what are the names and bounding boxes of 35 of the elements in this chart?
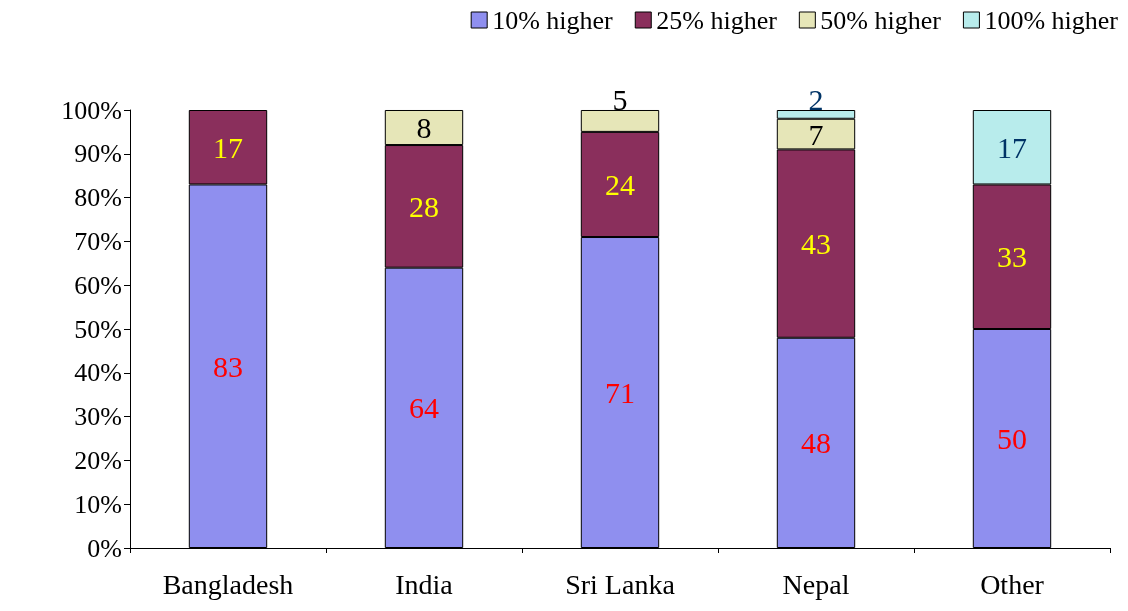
data-label: 7 [808,117,824,151]
data-label: 17 [213,130,243,164]
legend-label: 25% higher [656,5,778,35]
y-tick-label: 10% [74,489,122,519]
data-label: 33 [997,240,1027,274]
data-label: 28 [409,189,439,223]
data-label: 64 [409,391,439,425]
legend-label: 10% higher [492,5,614,35]
x-tick-label: Bangladesh [162,568,294,600]
data-label: 50 [997,422,1027,455]
data-label: 48 [801,426,831,460]
data-label: 2 [808,82,824,116]
y-tick-label: 0% [87,533,122,563]
x-tick-label: India [395,568,454,600]
legend-label: 50% higher [820,5,942,35]
data-label: 83 [213,349,243,383]
y-tick-label: 20% [74,445,122,475]
y-tick-label: 100% [61,95,122,125]
y-tick-label: 40% [74,358,122,388]
y-tick-label: 90% [74,139,122,169]
data-label: 43 [801,227,831,261]
data-label: 71 [605,376,635,410]
y-tick-label: 70% [74,226,122,256]
x-tick-label: Nepal [782,568,850,600]
x-tick-label: Sri Lanka [565,568,676,600]
data-label: 5 [612,82,628,116]
data-label: 8 [416,111,432,145]
y-tick-label: 60% [74,270,122,300]
y-tick-label: 80% [74,183,122,213]
data-label: 17 [997,130,1027,164]
legend-label: 100% higher [984,5,1119,35]
y-tick-label: 30% [74,402,122,432]
x-tick-label: Other [980,568,1045,600]
y-tick-label: 50% [74,314,122,344]
data-label: 24 [605,167,635,201]
